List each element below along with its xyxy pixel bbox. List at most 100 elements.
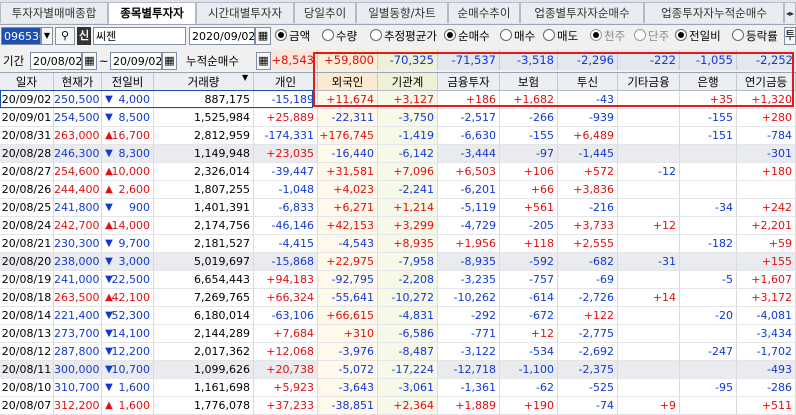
change-value: 52,300 bbox=[111, 309, 151, 322]
col-volume-cell: 2,181,527 bbox=[154, 235, 254, 253]
col-insurance-cell: -534 bbox=[500, 343, 558, 361]
table-row[interactable]: 20/08/11 300,000 ▼ 10,700 1,099,626 +20,738 -5… bbox=[0, 361, 796, 379]
col-insurance-cell: +561 bbox=[500, 199, 558, 217]
table-row[interactable]: 20/08/14 221,400 ▼ 52,300 6,180,014 -63,106 +6… bbox=[0, 307, 796, 325]
radio-prev-day-change[interactable]: 전일비 bbox=[675, 27, 721, 45]
col-individual-cell: -46,146 bbox=[254, 217, 318, 235]
up-triangle-icon: ▲ bbox=[105, 292, 113, 303]
header-col-trust[interactable]: 투신 bbox=[558, 73, 618, 91]
radio-quantity[interactable]: 수량 bbox=[322, 27, 357, 45]
header-col-foreign[interactable]: 외국인 bbox=[318, 73, 378, 91]
period-from-input[interactable]: 20/08/02 bbox=[30, 52, 82, 70]
table-row[interactable]: 20/08/13 273,700 ▼ 14,100 2,144,289 +7,684 +31… bbox=[0, 325, 796, 343]
tab-scroll-arrows[interactable]: ◂▸ bbox=[784, 2, 796, 23]
table-row[interactable]: 20/08/21 230,300 ▼ 9,700 2,181,527 -4,415 -4,5… bbox=[0, 235, 796, 253]
col-bank-cell: -5 bbox=[680, 271, 737, 289]
down-triangle-icon: ▼ bbox=[105, 202, 113, 213]
change-value: 42,100 bbox=[111, 291, 151, 304]
down-triangle-icon: ▼ bbox=[105, 148, 113, 159]
header-col-volume[interactable]: 거래량 bbox=[154, 73, 254, 91]
col-price-cell: 230,300 bbox=[54, 235, 102, 253]
date-input[interactable]: 2020/09/02 bbox=[189, 27, 255, 45]
header-col-price[interactable]: 현재가 bbox=[54, 73, 102, 91]
tab-daily-chart[interactable]: 일별동향/차트 bbox=[356, 2, 448, 23]
tab-sector-cum-net-buy[interactable]: 업종투자자누적순매수 bbox=[644, 2, 784, 23]
tab-sector-net-buy[interactable]: 업종별투자자순매수 bbox=[520, 2, 644, 23]
col-date-cell: 20/08/12 bbox=[0, 343, 54, 361]
down-triangle-icon: ▼ bbox=[105, 238, 113, 249]
table-row[interactable]: 20/09/01 254,500 ▼ 8,500 1,525,984 +25,889 -22… bbox=[0, 109, 796, 127]
period-to-calendar-button[interactable]: ▦ bbox=[162, 52, 177, 70]
radio-net-buy[interactable]: 순매수 bbox=[444, 27, 490, 45]
table-row[interactable]: 20/08/28 246,300 ▼ 8,300 1,149,948 +23,035 -16… bbox=[0, 145, 796, 163]
col-pension-cell: -493 bbox=[737, 361, 796, 379]
col-foreign-cell: -16,440 bbox=[318, 145, 378, 163]
col-volume-cell: 2,174,756 bbox=[154, 217, 254, 235]
table-row[interactable]: 20/08/20 238,000 ▼ 3,000 5,019,697 -15,868 +22… bbox=[0, 253, 796, 271]
col-individual-cell: +25,889 bbox=[254, 109, 318, 127]
down-triangle-icon: ▼ bbox=[105, 364, 113, 375]
col-individual-cell: +94,183 bbox=[254, 271, 318, 289]
col-change-cell: ▼ 900 bbox=[102, 199, 154, 217]
col-other-finance-cell: +12 bbox=[618, 217, 680, 235]
col-pension-cell: +1,607 bbox=[737, 271, 796, 289]
table-row[interactable]: 20/08/31 263,000 ▲ 16,700 2,812,959 -174,331 +… bbox=[0, 127, 796, 145]
sort-down-icon[interactable]: ▼ bbox=[242, 73, 249, 82]
col-bank-cell bbox=[680, 145, 737, 163]
period-to-input[interactable]: 20/09/02 bbox=[110, 52, 162, 70]
header-col-insurance[interactable]: 보험 bbox=[500, 73, 558, 91]
col-insurance-cell: -757 bbox=[500, 271, 558, 289]
header-col-individual[interactable]: 개인 bbox=[254, 73, 318, 91]
header-col-bank[interactable]: 은행 bbox=[680, 73, 737, 91]
tab-net-buy-trend[interactable]: 순매수추이 bbox=[448, 2, 520, 23]
stock-code-input[interactable]: 096530 bbox=[1, 27, 41, 45]
col-date-cell: 20/08/19 bbox=[0, 271, 54, 289]
stock-code-dropdown-button[interactable]: ▼ bbox=[41, 27, 53, 45]
header-col-date[interactable]: 일자 bbox=[0, 73, 54, 91]
sum-individual: +8,543 bbox=[271, 50, 318, 70]
up-triangle-icon: ▲ bbox=[105, 184, 113, 195]
table-row[interactable]: 20/08/10 310,700 ▼ 1,600 1,161,698 +5,923 -3,6… bbox=[0, 379, 796, 397]
radio-amount[interactable]: 금액 bbox=[275, 27, 310, 45]
extra-button[interactable]: 투 bbox=[784, 27, 796, 45]
col-other-finance-cell bbox=[618, 181, 680, 199]
radio-buy[interactable]: 매수 bbox=[500, 27, 535, 45]
header-col-financial-investment[interactable]: 금융투자 bbox=[438, 73, 500, 91]
search-button[interactable]: ⚲ bbox=[55, 27, 75, 45]
col-trust-cell: -2,692 bbox=[558, 343, 618, 361]
table-row[interactable]: 20/08/19 241,000 ▼ 22,500 6,654,443 +94,183 -9… bbox=[0, 271, 796, 289]
col-other-finance-cell bbox=[618, 91, 680, 109]
table-row[interactable]: 20/08/24 242,700 ▲ 14,000 2,174,756 -46,146 +4… bbox=[0, 217, 796, 235]
header-col-institution[interactable]: 기관계 bbox=[378, 73, 438, 91]
header-col-change[interactable]: 전일비 bbox=[102, 73, 154, 91]
calendar-button[interactable]: ▦ bbox=[255, 27, 271, 45]
col-pension-cell: -3,434 bbox=[737, 325, 796, 343]
col-bank-cell bbox=[680, 361, 737, 379]
tab-stock-investor[interactable]: 종목별투자자 bbox=[108, 2, 196, 24]
table-row[interactable]: 20/08/18 263,500 ▲ 42,100 7,269,765 +66,324 -5… bbox=[0, 289, 796, 307]
header-col-other-finance[interactable]: 기타금융 bbox=[618, 73, 680, 91]
tab-investor-summary[interactable]: 투자자별매매종합 bbox=[0, 2, 108, 23]
up-triangle-icon: ▲ bbox=[105, 400, 113, 411]
col-price-cell: 254,500 bbox=[54, 109, 102, 127]
tab-time-investor[interactable]: 시간대별투자자 bbox=[196, 2, 294, 23]
tab-intraday-trend[interactable]: 당일추이 bbox=[294, 2, 356, 23]
table-row[interactable]: 20/08/25 241,800 ▼ 900 1,401,391 -6,833 +6,271… bbox=[0, 199, 796, 217]
col-financial-investment-cell: -10,262 bbox=[438, 289, 500, 307]
col-date-cell: 20/08/31 bbox=[0, 127, 54, 145]
col-price-cell: 246,300 bbox=[54, 145, 102, 163]
radio-single-shares[interactable]: 단주 bbox=[634, 27, 669, 45]
col-foreign-cell: +66,615 bbox=[318, 307, 378, 325]
radio-change-rate[interactable]: 등락률 bbox=[732, 27, 778, 45]
header-col-pension[interactable]: 연기금등 bbox=[737, 73, 796, 91]
table-row[interactable]: 20/08/07 312,200 ▲ 1,600 1,776,078 +37,233 -38… bbox=[0, 397, 796, 415]
table-row[interactable]: 20/08/12 287,800 ▼ 12,200 2,017,362 +12,068 -3… bbox=[0, 343, 796, 361]
table-row[interactable]: 20/08/27 254,600 ▲ 10,000 2,326,014 -39,447 +3… bbox=[0, 163, 796, 181]
table-row[interactable]: 20/09/02 250,500 ▼ 4,000 887,175 -15,189 +11,6… bbox=[0, 91, 796, 109]
radio-avg-price[interactable]: 추정평균가 bbox=[370, 27, 437, 45]
radio-thousand-shares[interactable]: 천주 bbox=[590, 27, 625, 45]
cumulative-calendar-button[interactable]: ▦ bbox=[256, 52, 271, 70]
radio-sell[interactable]: 매도 bbox=[543, 27, 578, 45]
table-row[interactable]: 20/08/26 244,400 ▲ 2,600 1,807,255 -1,048 +4,0… bbox=[0, 181, 796, 199]
period-from-calendar-button[interactable]: ▦ bbox=[82, 52, 97, 70]
